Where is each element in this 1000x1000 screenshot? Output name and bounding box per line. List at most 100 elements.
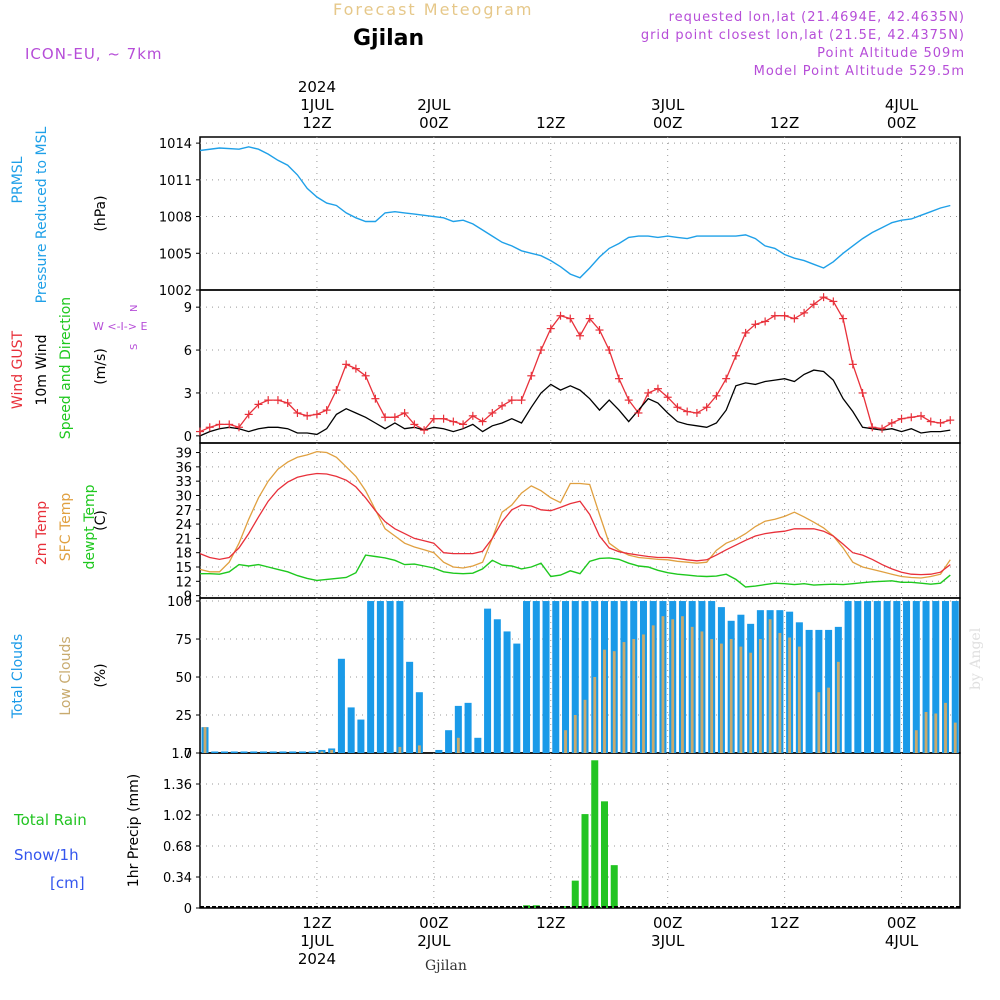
gust-marker xyxy=(848,360,857,369)
wind-ytick-label: 0 xyxy=(184,430,192,445)
time-label-bottom: 00Z xyxy=(887,914,916,932)
temp-ytick-label: 33 xyxy=(175,475,192,490)
temp-ytick-label: 30 xyxy=(175,489,192,504)
total-cloud-bar xyxy=(523,601,531,753)
gust-marker xyxy=(420,426,429,435)
gust-marker xyxy=(868,423,877,432)
time-label-top: 2024 xyxy=(298,78,336,96)
low-cloud-bar xyxy=(583,699,587,753)
total-cloud-bar xyxy=(289,751,297,753)
gust-marker xyxy=(507,396,516,405)
temp-ylabel: (C) xyxy=(93,510,109,531)
precip-bar xyxy=(562,906,570,908)
compass-s: S xyxy=(129,344,140,350)
gust-marker xyxy=(205,423,214,432)
precip-bar xyxy=(581,814,589,908)
gust-marker xyxy=(770,311,779,320)
low-cloud-bar xyxy=(778,632,782,753)
gust-marker xyxy=(351,364,360,373)
precip-ytick-label: 0.68 xyxy=(163,840,192,855)
total-cloud-bar xyxy=(454,705,462,753)
gust-marker xyxy=(887,418,896,427)
low-cloud-bar xyxy=(417,745,421,753)
gust-marker xyxy=(283,398,292,407)
gust-marker xyxy=(225,420,234,429)
low-cloud-bar xyxy=(788,637,792,753)
time-label-top: 12Z xyxy=(302,114,331,132)
temp-frame xyxy=(199,442,961,599)
compass-n: N xyxy=(129,305,140,312)
gust-marker xyxy=(653,384,662,393)
time-label-top: 00Z xyxy=(887,114,916,132)
wind-ytick-label: 9 xyxy=(184,301,192,316)
total-cloud-bar xyxy=(230,751,238,753)
total-cloud-bar xyxy=(922,601,930,753)
total-cloud-bar xyxy=(912,601,920,753)
time-label-bottom: 4JUL xyxy=(885,932,919,950)
temp-label-2m: 2m Temp xyxy=(34,501,50,565)
low-cloud-bar xyxy=(797,646,801,753)
low-cloud-bar xyxy=(729,639,733,753)
precip-bar xyxy=(600,801,609,908)
gust-marker xyxy=(692,408,701,417)
gust-marker xyxy=(303,411,312,420)
total-cloud-bar xyxy=(376,601,384,753)
total-cloud-bar xyxy=(396,601,404,753)
total-cloud-bar xyxy=(951,601,959,753)
time-label-top: 12Z xyxy=(770,114,799,132)
time-label-bottom: 00Z xyxy=(419,914,448,932)
total-cloud-bar xyxy=(552,601,560,753)
chart-title: Forecast Meteogram xyxy=(333,0,534,19)
clouds-ytick-label: 25 xyxy=(175,709,192,724)
time-label-bottom: 1JUL xyxy=(300,932,334,950)
time-label-bottom: 3JUL xyxy=(651,932,685,950)
gust-marker xyxy=(673,403,682,412)
gust-marker xyxy=(790,314,799,323)
cloud-label-total: Total Clouds xyxy=(10,634,26,719)
time-label-top: 00Z xyxy=(419,114,448,132)
low-cloud-bar xyxy=(827,687,831,753)
gust-marker xyxy=(683,407,692,416)
sfc-temp-line xyxy=(199,450,951,579)
time-label-top: 00Z xyxy=(653,114,682,132)
gust-marker xyxy=(361,371,370,380)
low-cloud-bar xyxy=(603,649,606,753)
temp-ytick-label: 9 xyxy=(184,590,192,605)
requested-coords: requested lon,lat (21.4694E, 42.4635N) xyxy=(668,10,965,25)
gust-marker xyxy=(741,328,750,337)
total-cloud-bar xyxy=(259,751,267,753)
gust-marker xyxy=(829,297,838,306)
gust-marker xyxy=(234,423,243,432)
dewpt-line xyxy=(200,554,951,588)
total-cloud-bar xyxy=(318,749,326,753)
precip-ytick-label: 1.02 xyxy=(163,809,192,824)
gust-marker xyxy=(439,414,448,423)
clouds-ytick-label: 75 xyxy=(175,633,192,648)
gust-marker xyxy=(644,388,653,397)
low-cloud-bar xyxy=(456,737,460,753)
pressure-frame xyxy=(199,136,961,291)
gust-marker xyxy=(459,420,468,429)
pressure-label-prmsl: PRMSL xyxy=(10,156,26,203)
total-cloud-bar xyxy=(854,601,862,753)
low-cloud-bar xyxy=(710,639,714,753)
low-cloud-bar xyxy=(700,631,704,753)
gust-marker xyxy=(907,413,916,422)
wind-frame xyxy=(199,289,961,444)
low-cloud-bar xyxy=(768,619,772,753)
gust-marker xyxy=(936,418,945,427)
low-cloud-bar xyxy=(203,727,207,753)
total-cloud-bar xyxy=(844,601,852,753)
low-cloud-bar xyxy=(681,616,684,753)
gust-marker xyxy=(878,424,887,433)
time-label-top: 2JUL xyxy=(417,96,451,114)
gust-marker xyxy=(917,411,926,420)
total-cloud-bar xyxy=(220,751,229,753)
time-label-bottom: 2024 xyxy=(298,950,336,968)
gust-marker xyxy=(322,406,331,415)
gust-marker xyxy=(809,300,818,309)
low-cloud-bar xyxy=(398,746,402,753)
precip-ytick-label: 0 xyxy=(184,902,192,917)
total-cloud-bar xyxy=(464,702,472,753)
gust-marker xyxy=(215,420,224,429)
